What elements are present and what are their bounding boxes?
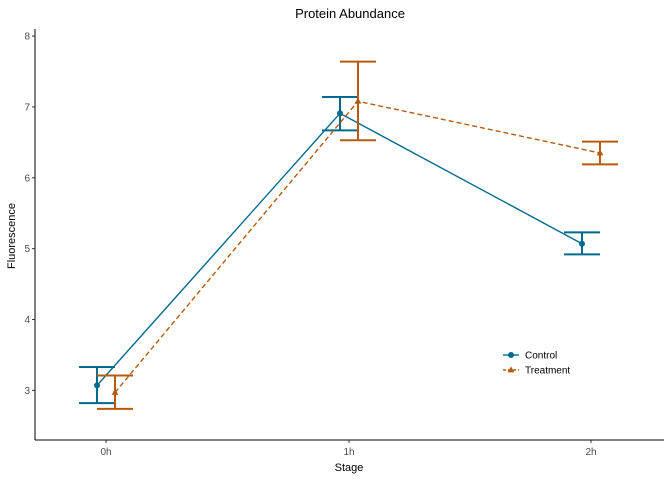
x-axis-label: Stage	[335, 462, 364, 474]
x-tick-label: 1h	[343, 447, 354, 458]
x-tick-label: 0h	[100, 447, 111, 458]
legend: Control Treatment	[503, 351, 570, 377]
y-tick-label: 7	[24, 102, 30, 113]
y-tick-label: 6	[24, 173, 30, 184]
series-control	[79, 96, 600, 405]
axes	[34, 29, 664, 441]
series-layer	[79, 60, 618, 410]
data-point	[596, 149, 604, 156]
data-point	[579, 240, 585, 247]
y-tick-label: 8	[24, 32, 30, 43]
series-line	[96, 112, 583, 386]
series-line	[114, 100, 601, 393]
legend-key-marker	[508, 352, 514, 358]
y-tick-label: 4	[24, 315, 30, 326]
y-axis-label: Fluorescence	[6, 203, 18, 269]
x-tick-label: 2h	[585, 447, 596, 458]
data-point	[354, 97, 362, 104]
series-treatment	[97, 60, 618, 410]
legend-key-control	[503, 352, 519, 358]
legend-label-control: Control	[525, 351, 557, 362]
data-point	[337, 110, 343, 117]
ticks: 3 4 5 6 7 8 0h 1h 2h	[24, 32, 596, 458]
y-tick-label: 5	[24, 244, 30, 255]
legend-key-treatment	[503, 366, 519, 373]
legend-key-marker	[507, 366, 515, 373]
chart-title: Protein Abundance	[295, 6, 405, 21]
y-tick-label: 3	[24, 386, 30, 397]
data-point	[94, 382, 100, 389]
data-point	[111, 388, 119, 395]
legend-label-treatment: Treatment	[525, 366, 570, 377]
